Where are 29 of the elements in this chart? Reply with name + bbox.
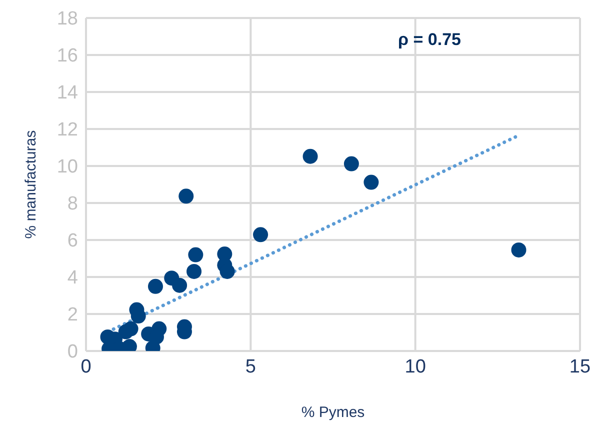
point — [178, 188, 194, 204]
x-tick-label: 15 — [569, 356, 591, 378]
y-tick-label: 2 — [67, 304, 78, 326]
point — [302, 148, 318, 164]
point — [253, 227, 268, 242]
point — [148, 278, 163, 294]
annotation: ρ = 0.75 — [398, 30, 461, 50]
point — [118, 324, 134, 340]
y-tick-label: 16 — [56, 46, 78, 67]
x-axis-title: % Pymes — [301, 404, 365, 421]
y-tick-label: 12 — [56, 120, 78, 141]
y-tick-label: 14 — [56, 82, 78, 104]
y-tick-label: 18 — [56, 8, 78, 30]
point — [172, 278, 188, 293]
point — [186, 264, 202, 279]
y-tick-label: 10 — [56, 156, 78, 178]
x-tick-label: 0 — [80, 356, 92, 378]
x-tick-label: 10 — [404, 356, 426, 378]
point — [188, 247, 204, 262]
y-tick-label: 6 — [67, 230, 78, 252]
y-axis-title: % manufacturas — [22, 130, 40, 239]
y-tick-label: 8 — [67, 194, 78, 215]
point — [511, 242, 526, 258]
x-tick-label: 5 — [245, 356, 256, 378]
y-tick-label: 0 — [67, 342, 78, 363]
point — [364, 174, 379, 190]
point — [220, 264, 235, 279]
y-tick-label: 4 — [67, 268, 78, 289]
point — [344, 156, 359, 172]
